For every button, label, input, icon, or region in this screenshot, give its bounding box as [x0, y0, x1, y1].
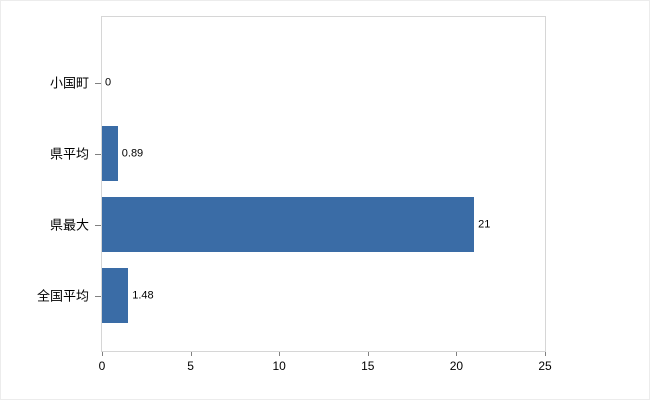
value-label: 0.89 [121, 147, 144, 159]
x-axis-tick [279, 352, 281, 356]
x-tick-label: 5 [187, 359, 194, 373]
category-label: 県平均 [49, 146, 89, 161]
x-axis-tick [102, 352, 103, 356]
value-label: 1.48 [132, 289, 154, 301]
x-tick-label: 15 [361, 359, 375, 373]
value-label: 0 [105, 76, 112, 88]
category-label: 県最大 [49, 217, 89, 232]
bar [102, 268, 129, 323]
plot-area: 0 0.89 21 1.48 [101, 16, 546, 352]
y-axis-tick [95, 295, 101, 297]
y-axis-tick [95, 82, 101, 84]
x-axis-tick [456, 352, 458, 356]
y-axis-tick [95, 224, 101, 226]
x-axis-tick [190, 352, 192, 356]
category-label: 全国平均 [36, 288, 89, 303]
x-tick-label: 0 [98, 359, 106, 373]
y-axis-tick [95, 153, 101, 155]
value-label: 21 [478, 218, 491, 230]
x-tick-label: 25 [538, 359, 552, 373]
bar [102, 126, 118, 181]
x-tick-label: 20 [449, 359, 464, 373]
x-tick-label: 10 [272, 359, 286, 373]
bars-container: 0 0.89 21 1.48 [102, 47, 545, 331]
x-axis-tick [545, 352, 546, 356]
x-axis-tick [367, 352, 369, 356]
category-label: 小国町 [49, 75, 89, 90]
bar [102, 197, 475, 252]
